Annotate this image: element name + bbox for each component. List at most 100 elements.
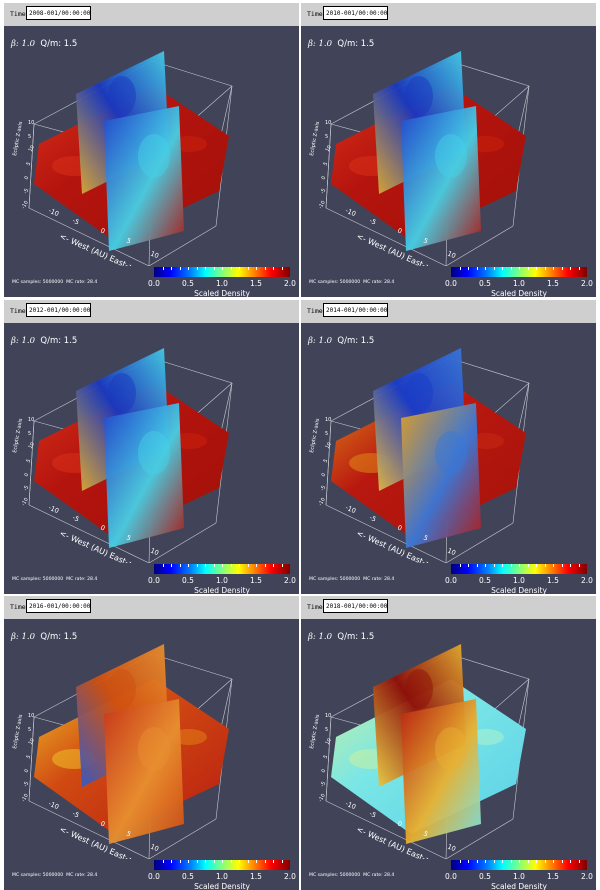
colorbar-tick-label: 1.0: [513, 279, 525, 288]
density-3d-scene[interactable]: <- West (AU) East-> X-axis-10-50510-10-5…: [4, 26, 299, 266]
time-toolbar: Time: 2018-001/00:00:00: [301, 596, 596, 619]
y-tick-label: 0: [24, 472, 31, 478]
z-axis-label: Ecliptic Z-axis: [309, 121, 321, 157]
visualization-panel: Time: 2008-001/00:00:00 <- West (AU) Eas…: [4, 3, 299, 297]
colorbar-tick: [570, 564, 571, 567]
colorbar-tick-label: 1.5: [250, 576, 262, 585]
mc-samples: MC samples: 5000000: [12, 873, 64, 878]
time-input[interactable]: 2010-001/00:00:00: [323, 6, 388, 20]
colorbar-tick: [230, 564, 232, 567]
colorbar-tick-label: 1.5: [250, 279, 262, 288]
x-tick-label: 5: [422, 830, 429, 839]
parameters-label: β: 1.0 Q/m: 1.5: [308, 39, 374, 49]
colorbar-tick: [570, 860, 571, 863]
colorbar-tick-label: 1.0: [513, 872, 525, 881]
density-patch: [138, 727, 170, 771]
x-tick-label: 10: [149, 843, 160, 854]
colorbar-tick: [213, 564, 215, 567]
time-input[interactable]: 2014-001/00:00:00: [323, 303, 388, 317]
time-input[interactable]: 2012-001/00:00:00: [26, 303, 91, 317]
x-tick-label: 10: [446, 843, 457, 854]
x-tick-label: -5: [368, 810, 377, 820]
colorbar-tick-label: 0.5: [182, 576, 194, 585]
parameters-label: β: 1.0 Q/m: 1.5: [11, 336, 77, 346]
render-view[interactable]: <- West (AU) East-> X-axis-10-50510-10-5…: [4, 619, 299, 890]
density-patch: [435, 727, 467, 771]
density-3d-scene[interactable]: <- West (AU) East-> X-axis-10-50510-10-5…: [301, 619, 596, 859]
density-patch: [108, 373, 136, 413]
colorbar-tick: [459, 860, 461, 863]
y-tick-label: -10: [318, 497, 327, 507]
colorbar-title: Scaled Density: [194, 586, 250, 594]
density-3d-scene[interactable]: <- West (AU) East-> X-axis-10-50510-10-5…: [4, 619, 299, 859]
colorbar-tick: [264, 267, 266, 270]
y-tick-label: -5: [320, 485, 328, 492]
z-tick-label: 5: [325, 727, 328, 733]
y-tick-label: 0: [321, 472, 328, 478]
time-input[interactable]: 2008-001/00:00:00: [26, 6, 91, 20]
x-tick-label: 10: [446, 250, 457, 261]
xz-plane: [104, 106, 184, 251]
time-input[interactable]: 2016-001/00:00:00: [26, 599, 91, 613]
time-toolbar: Time: 2008-001/00:00:00: [4, 3, 299, 26]
density-3d-scene[interactable]: <- West (AU) East-> X-axis-10-50510-10-5…: [301, 26, 596, 266]
colorbar-tick: [179, 860, 181, 863]
time-toolbar: Time: 2010-001/00:00:00: [301, 3, 596, 26]
colorbar-tick: [561, 267, 563, 270]
x-tick-label: 0: [99, 524, 106, 533]
parameters-label: β: 1.0 Q/m: 1.5: [11, 39, 77, 49]
colorbar-tick: [179, 267, 181, 270]
x-tick-label: 10: [446, 547, 457, 558]
colorbar: [451, 564, 587, 574]
y-tick-label: -5: [23, 485, 31, 492]
visualization-panel: Time: 2018-001/00:00:00 <- West (AU) Eas…: [301, 596, 596, 890]
visualization-panel: Time: 2014-001/00:00:00 <- West (AU) Eas…: [301, 300, 596, 594]
z-tick-label: 10: [325, 120, 331, 126]
z-axis-label: Ecliptic Z-axis: [309, 714, 321, 750]
x-tick-label: 0: [396, 524, 403, 533]
x-tick-label: 0: [396, 227, 403, 236]
mc-stats: MC samples: 5000000 MC rate: 28.4: [12, 873, 97, 878]
render-view[interactable]: <- West (AU) East-> X-axis-10-50510-10-5…: [4, 323, 299, 594]
render-view[interactable]: <- West (AU) East-> X-axis-10-50510-10-5…: [301, 619, 596, 890]
colorbar: [451, 860, 587, 870]
render-view[interactable]: <- West (AU) East-> X-axis-10-50510-10-5…: [4, 26, 299, 297]
colorbar-tick-label: 0.5: [479, 576, 491, 585]
x-tick-label: 0: [396, 820, 403, 829]
x-tick-label: -10: [47, 504, 60, 516]
colorbar-tick: [578, 564, 580, 567]
density-patch: [138, 134, 170, 178]
colorbar-tick: [179, 564, 181, 567]
x-tick-label: 5: [125, 534, 132, 543]
time-label: Time:: [10, 10, 30, 18]
y-tick-label: 10: [325, 441, 333, 450]
colorbar-tick: [510, 267, 512, 270]
colorbar-tick: [570, 267, 571, 270]
colorbar-title: Scaled Density: [194, 289, 250, 297]
colorbar-tick-label: 0.5: [479, 279, 491, 288]
colorbar-tick: [247, 860, 249, 863]
visualization-panel: Time: 2012-001/00:00:00 <- West (AU) Eas…: [4, 300, 299, 594]
density-3d-scene[interactable]: <- West (AU) East-> X-axis-10-50510-10-5…: [301, 323, 596, 563]
x-tick-label: 0: [99, 820, 106, 829]
colorbar-tick-label: 1.5: [250, 872, 262, 881]
colorbar-tick-label: 0.5: [182, 279, 194, 288]
colorbar: [451, 267, 587, 277]
render-view[interactable]: <- West (AU) East-> X-axis-10-50510-10-5…: [301, 323, 596, 594]
colorbar-tick: [553, 860, 554, 863]
time-input[interactable]: 2018-001/00:00:00: [323, 599, 388, 613]
colorbar-tick-label: 1.0: [513, 576, 525, 585]
qm-value: Q/m: 1.5: [337, 336, 375, 346]
render-view[interactable]: <- West (AU) East-> X-axis-10-50510-10-5…: [301, 26, 596, 297]
y-tick-label: 5: [323, 754, 330, 760]
colorbar-tick: [162, 564, 164, 567]
visualization-panel: Time: 2016-001/00:00:00 <- West (AU) Eas…: [4, 596, 299, 890]
mc-samples: MC samples: 5000000: [309, 280, 361, 285]
colorbar-tick: [476, 564, 478, 567]
mc-stats: MC samples: 5000000 MC rate: 28.4: [12, 280, 97, 285]
colorbar-tick-label: 0.0: [445, 279, 457, 288]
density-3d-scene[interactable]: <- West (AU) East-> X-axis-10-50510-10-5…: [4, 323, 299, 563]
colorbar-tick: [502, 564, 503, 567]
density-patch: [435, 431, 467, 475]
colorbar-tick: [553, 267, 554, 270]
